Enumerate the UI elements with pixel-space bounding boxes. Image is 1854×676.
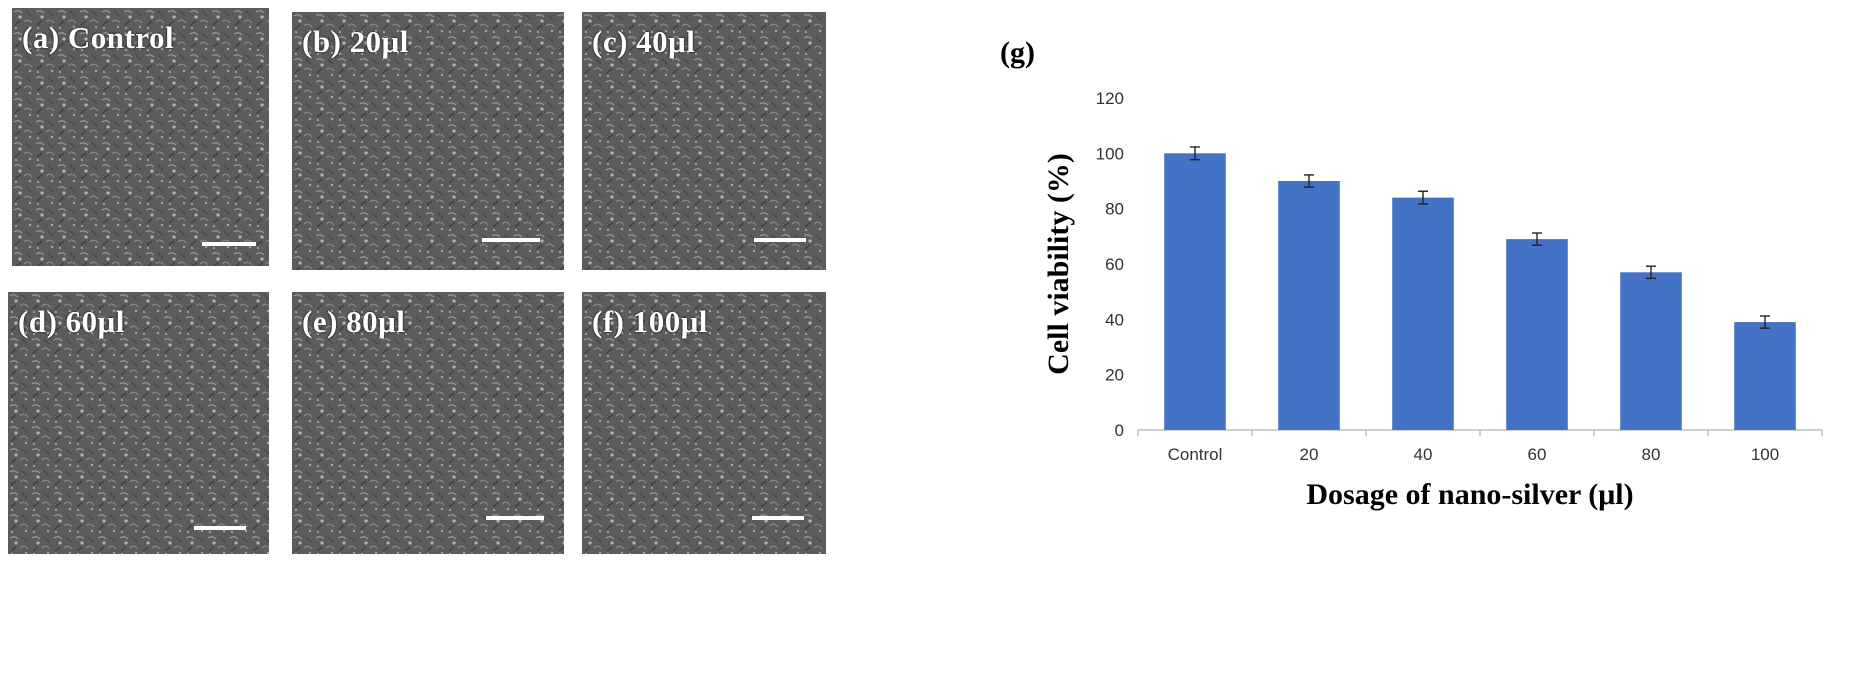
scale-bar <box>752 516 804 520</box>
micrograph-texture <box>582 292 826 554</box>
bar <box>1278 181 1340 430</box>
micrograph-texture <box>8 292 269 554</box>
bar <box>1392 197 1454 430</box>
panel-label-f: (f) 100μl <box>592 304 708 339</box>
scale-bar <box>194 526 246 530</box>
micrograph-panel-d: (d) 60μl <box>8 292 269 554</box>
panel-label-d: (d) 60μl <box>18 304 125 339</box>
scale-bar <box>754 238 806 242</box>
x-tick-label: 20 <box>1300 445 1319 464</box>
panel-label-e: (e) 80μl <box>302 304 406 339</box>
x-tick-label: 80 <box>1642 445 1661 464</box>
y-tick-label: 20 <box>1105 366 1124 385</box>
y-tick-label: 100 <box>1096 144 1124 163</box>
panel-label-b: (b) 20μl <box>302 24 409 59</box>
micrograph-panel-e: (e) 80μl <box>292 292 564 554</box>
bar-chart: 0 20 40 60 80 100 120 Control 20 40 60 80 100 Dosage … <box>1042 89 1823 511</box>
y-axis-title: Cell viability (%) <box>1042 153 1075 375</box>
micrograph-texture <box>12 8 269 266</box>
y-tick-label: 120 <box>1096 89 1124 108</box>
bar <box>1734 322 1796 430</box>
x-tick-label: 60 <box>1528 445 1547 464</box>
x-tick-label: 40 <box>1414 445 1433 464</box>
micrograph-panel-b: (b) 20μl <box>292 12 564 270</box>
x-tick-label: Control <box>1168 445 1223 464</box>
micrograph-texture <box>582 12 826 270</box>
micrograph-panel-a: (a) Control <box>12 8 269 266</box>
micrograph-panel-c: (c) 40μl <box>582 12 826 270</box>
panel-label-c: (c) 40μl <box>592 24 696 59</box>
bar <box>1506 239 1568 430</box>
x-axis-title: Dosage of nano-silver (μl) <box>1306 478 1633 511</box>
y-tick-label: 80 <box>1105 200 1124 219</box>
micrograph-panel-f: (f) 100μl <box>582 292 826 554</box>
y-tick-label: 60 <box>1105 255 1124 274</box>
micrograph-texture <box>292 12 564 270</box>
chart-panel-label: (g) <box>1000 36 1035 69</box>
bar <box>1164 153 1226 430</box>
y-tick-label: 40 <box>1105 310 1124 329</box>
y-tick-label: 0 <box>1115 421 1124 440</box>
x-tick-label: 100 <box>1751 445 1779 464</box>
scale-bar <box>486 516 544 520</box>
scale-bar <box>202 242 256 246</box>
panel-label-a: (a) Control <box>22 20 175 55</box>
micrograph-texture <box>292 292 564 554</box>
bar <box>1620 272 1682 430</box>
scale-bar <box>482 238 540 242</box>
